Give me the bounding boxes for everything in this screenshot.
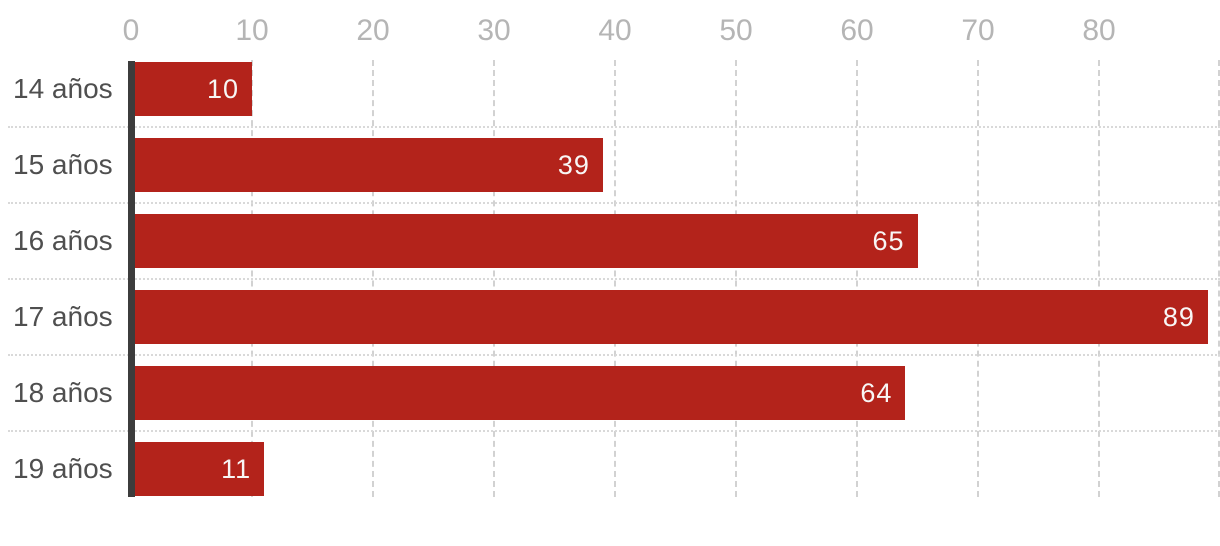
axis-tick-label: 0 [122, 14, 140, 47]
bar-value-label: 11 [221, 453, 252, 484]
bar-value-label: 10 [206, 73, 239, 104]
axis-tick-label: 80 [1082, 14, 1116, 47]
category-label: 14 años [13, 73, 113, 104]
category-label: 16 años [13, 225, 113, 256]
bar-value-label: 64 [860, 377, 893, 408]
bar-value-label: 65 [872, 225, 905, 256]
row-separator [8, 430, 1220, 432]
category-label: 15 años [13, 149, 113, 180]
bar: 65 [135, 214, 918, 268]
category-label: 19 años [13, 453, 113, 484]
axis-tick-label: 10 [235, 14, 269, 47]
row-separator [8, 126, 1220, 128]
axis-tick-label: 60 [840, 14, 874, 47]
bar: 11 [135, 442, 265, 496]
axis-tick-label: 20 [356, 14, 390, 47]
bar-value-label: 39 [557, 149, 590, 180]
row-separator [8, 278, 1220, 280]
axis-tick-label: 50 [719, 14, 753, 47]
bar: 39 [135, 138, 603, 192]
axis-tick-label: 70 [961, 14, 995, 47]
category-label: 18 años [13, 377, 113, 408]
bar: 64 [135, 366, 906, 420]
axis-zero-line [128, 61, 135, 497]
axis-tick-label: 40 [598, 14, 632, 47]
axis-tick-label: 30 [477, 14, 511, 47]
row-separator [8, 354, 1220, 356]
bar: 89 [135, 290, 1208, 344]
row-separator [8, 202, 1220, 204]
category-label: 17 años [13, 301, 113, 332]
bar-value-label: 89 [1162, 301, 1195, 332]
bar: 10 [135, 62, 252, 116]
